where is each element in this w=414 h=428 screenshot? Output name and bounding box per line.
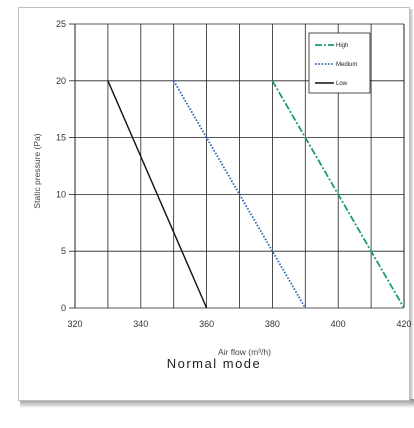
frame-shadow-right (408, 9, 414, 401)
chart-ticks: 0 5 10 15 20 25 320 340 360 380 400 420 (56, 19, 412, 329)
series-line-medium (172, 80, 307, 309)
series-line-high (271, 80, 405, 309)
y-tick-label: 20 (56, 76, 66, 86)
x-tick-label: 360 (199, 319, 214, 329)
y-tick-label: 10 (56, 189, 66, 199)
x-tick-label: 400 (331, 319, 346, 329)
chart-caption: Normal mode (166, 356, 262, 371)
x-tick-label: 340 (133, 319, 148, 329)
frame-shadow-bottom (20, 399, 414, 408)
chart-grid (74, 23, 405, 309)
x-tick-label: 420 (396, 319, 411, 329)
y-tick-label: 15 (56, 133, 66, 143)
legend-label-medium: Medium (336, 62, 357, 68)
series-line-low (107, 80, 208, 309)
legend-label-low: Low (336, 81, 348, 87)
chart-series (107, 80, 405, 309)
x-tick-label: 380 (265, 319, 280, 329)
y-axis-label: Static pressure (Pa) (32, 133, 42, 208)
legend-label-high: High (336, 43, 348, 49)
x-axis-label: Air flow (m³/h) (218, 347, 271, 357)
y-tick-label: 0 (61, 303, 66, 313)
y-tick-label: 25 (56, 19, 66, 29)
chart-legend: High Medium Low (308, 32, 371, 94)
x-tick-label: 320 (67, 319, 82, 329)
y-tick-label: 5 (61, 246, 66, 256)
